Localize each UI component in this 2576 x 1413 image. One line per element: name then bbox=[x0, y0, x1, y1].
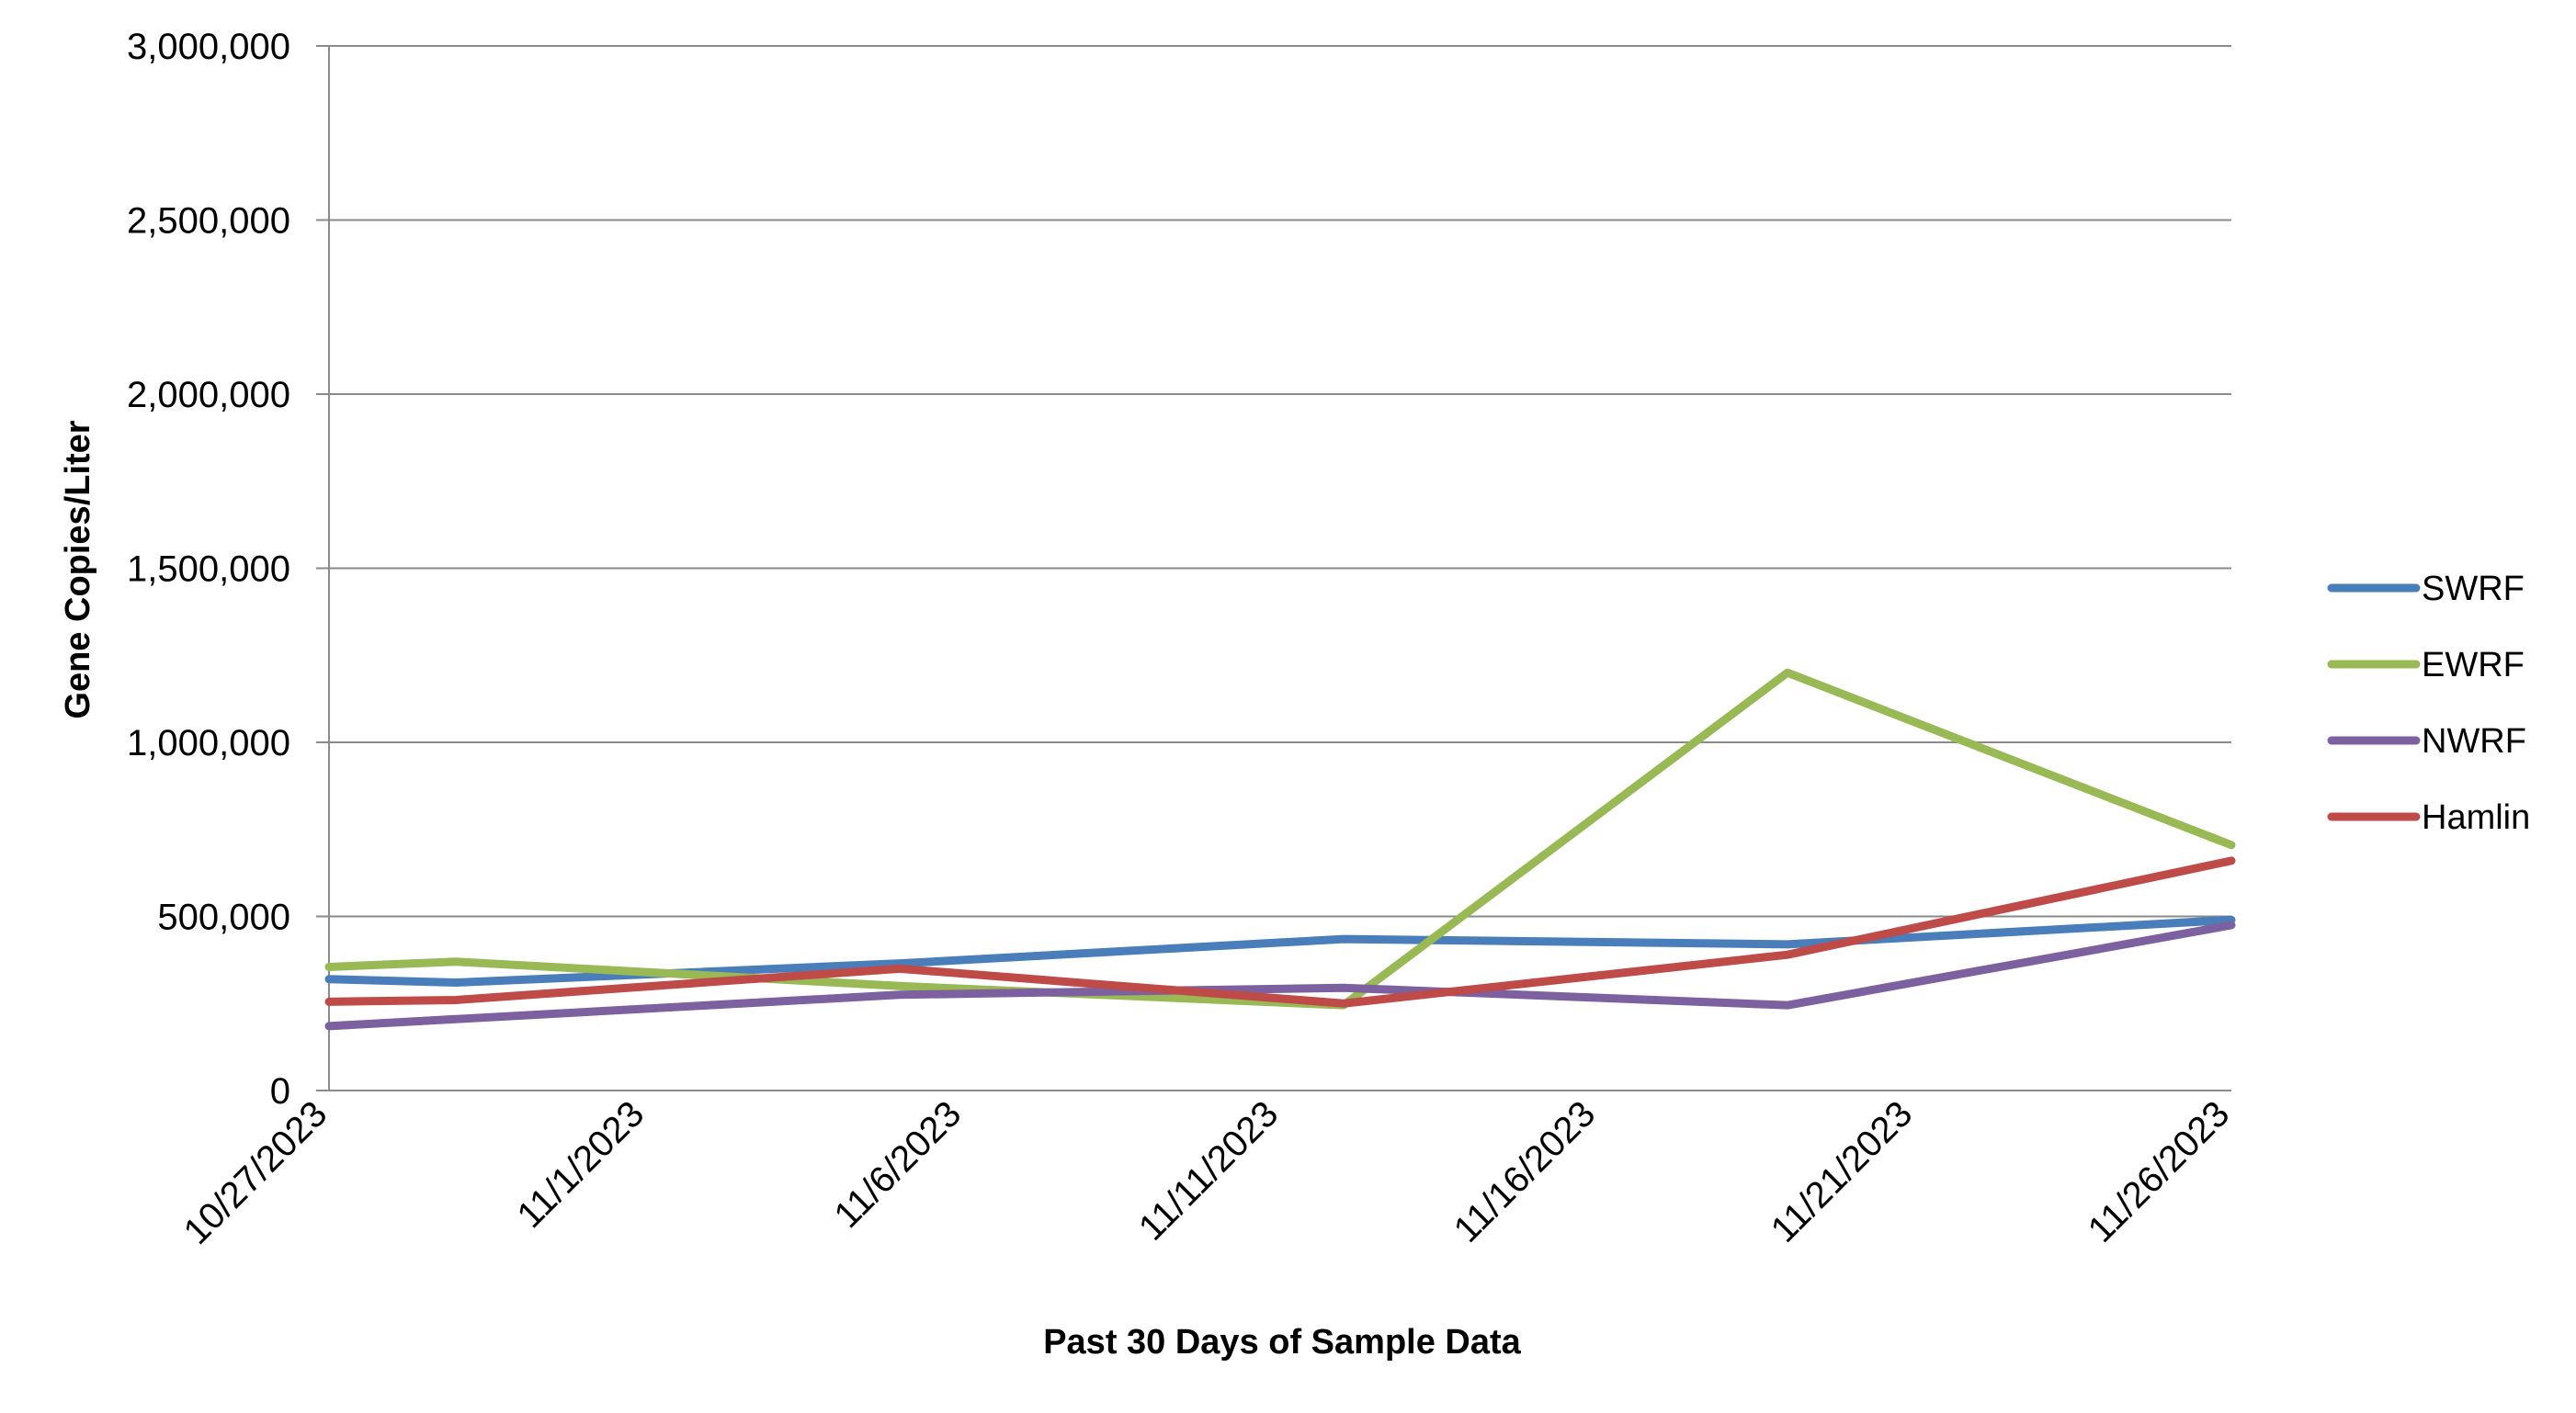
x-tick-label: 11/26/2023 bbox=[2081, 1093, 2238, 1250]
x-tick-label: 11/1/2023 bbox=[510, 1093, 653, 1236]
y-tick-label: 500,000 bbox=[157, 898, 290, 938]
grid-layer bbox=[329, 45, 2231, 918]
legend-label: NWRF bbox=[2422, 722, 2526, 761]
legend-label: EWRF bbox=[2422, 646, 2525, 684]
legend-item-ewrf: EWRF bbox=[2327, 646, 2525, 684]
series-layer bbox=[324, 668, 2236, 1031]
legend-label: Hamlin bbox=[2422, 798, 2530, 837]
axis-layer bbox=[316, 45, 2231, 1091]
legend: SWRF EWRF NWRF Hamlin bbox=[2327, 570, 2530, 837]
legend-item-nwrf: NWRF bbox=[2327, 722, 2526, 761]
x-tick-label: 10/27/2023 bbox=[176, 1093, 335, 1252]
y-tick-label: 1,000,000 bbox=[127, 723, 290, 763]
x-tick-label: 11/11/2023 bbox=[1131, 1093, 1286, 1248]
y-tick-label: 2,000,000 bbox=[127, 375, 290, 415]
x-tick-label: 11/6/2023 bbox=[827, 1093, 970, 1236]
series-line-nwrf bbox=[324, 921, 2236, 1031]
legend-item-swrf: SWRF bbox=[2327, 570, 2525, 608]
x-axis-title: Past 30 Days of Sample Data bbox=[1043, 1323, 1521, 1362]
y-axis-title: Gene Copies/Liter bbox=[59, 420, 97, 718]
series-line-hamlin bbox=[324, 856, 2236, 1008]
legend-item-hamlin: Hamlin bbox=[2327, 798, 2530, 837]
x-tick-labels: 10/27/2023 11/1/2023 11/6/2023 11/11/2023 11… bbox=[176, 1093, 2238, 1252]
x-tick-label: 11/16/2023 bbox=[1447, 1093, 1604, 1250]
legend-label: SWRF bbox=[2422, 570, 2525, 608]
series-line-ewrf bbox=[324, 668, 2236, 1010]
x-tick-label: 11/21/2023 bbox=[1764, 1093, 1921, 1250]
y-tick-label: 2,500,000 bbox=[127, 201, 290, 242]
y-tick-label: 0 bbox=[270, 1071, 290, 1112]
y-tick-labels: 0 500,000 1,000,000 1,500,000 2,000,000 2,500… bbox=[127, 27, 290, 1112]
y-tick-label: 3,000,000 bbox=[127, 27, 290, 67]
y-tick-label: 1,500,000 bbox=[127, 549, 290, 590]
